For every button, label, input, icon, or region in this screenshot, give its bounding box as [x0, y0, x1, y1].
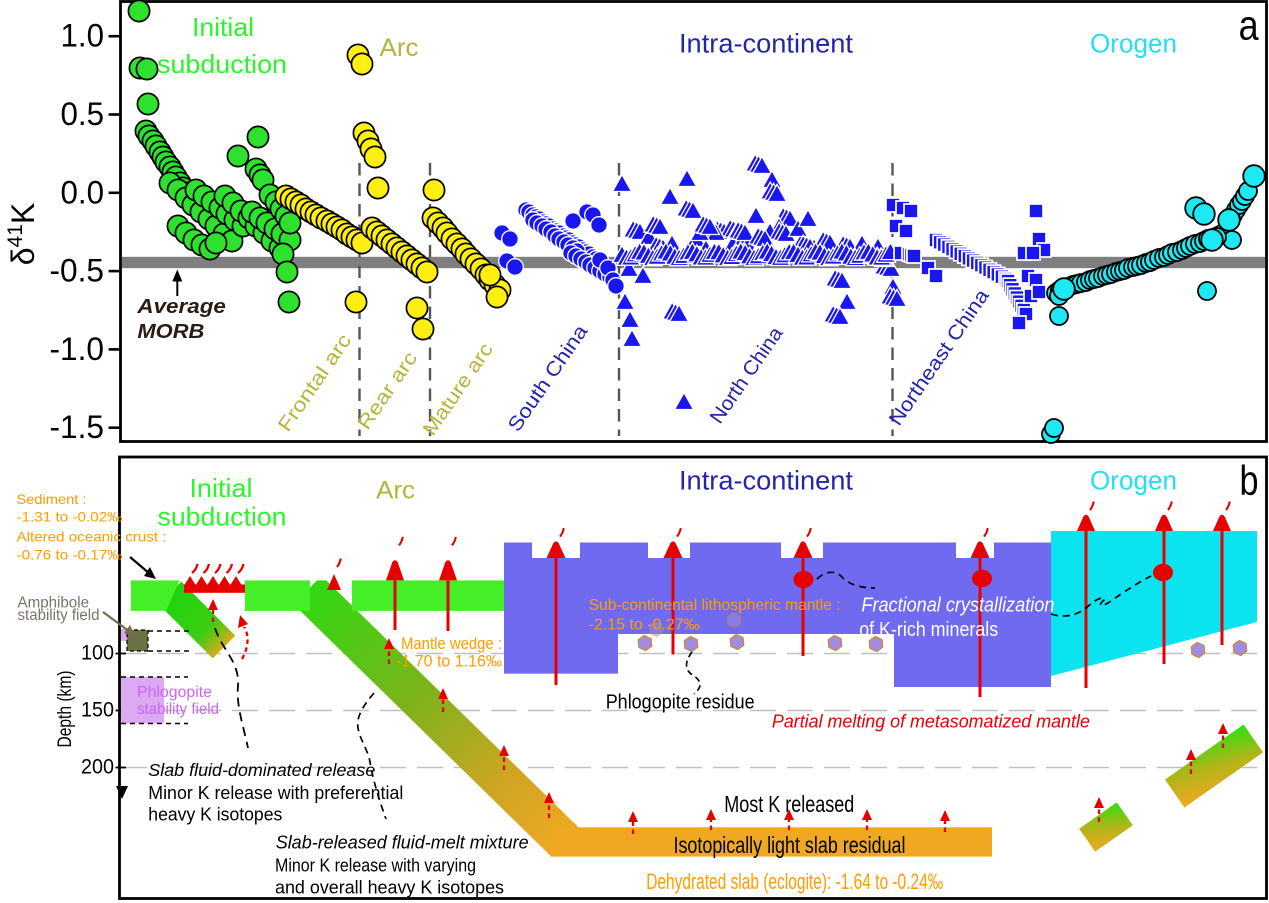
svg-text:Most K released: Most K released — [724, 791, 854, 817]
svg-text:Isotopically light slab residu: Isotopically light slab residual — [674, 832, 906, 858]
svg-text:-2.15 to -0.27‰: -2.15 to -0.27‰ — [589, 617, 700, 634]
svg-text:heavy K isotopes: heavy K isotopes — [148, 804, 282, 825]
svg-text:of K-rich minerals: of K-rich minerals — [859, 619, 998, 641]
svg-text:MORB: MORB — [137, 320, 204, 343]
svg-text:Fractional crystallization: Fractional crystallization — [861, 595, 1054, 617]
svg-text:subduction: subduction — [157, 49, 287, 79]
svg-text:Phlogopite: Phlogopite — [137, 684, 212, 701]
svg-text:Arc: Arc — [376, 476, 415, 504]
svg-text:-1.5: -1.5 — [50, 409, 105, 445]
svg-text:Initial: Initial — [190, 473, 253, 503]
svg-text:Sediment :: Sediment : — [17, 491, 87, 507]
svg-text:Phlogopite residue: Phlogopite residue — [606, 692, 755, 714]
svg-text:Amphibole: Amphibole — [18, 595, 90, 612]
svg-text:Arc: Arc — [380, 34, 419, 62]
svg-text:100: 100 — [81, 642, 114, 665]
svg-text:Initial: Initial — [192, 12, 254, 42]
svg-text:Sub-continental lithospheric m: Sub-continental lithospheric mantle : — [589, 597, 841, 614]
svg-text:Orogen: Orogen — [1090, 29, 1177, 59]
svg-text:0.5: 0.5 — [61, 96, 105, 132]
svg-text:-0.76 to -0.17‰: -0.76 to -0.17‰ — [17, 547, 123, 563]
svg-text:200: 200 — [81, 756, 114, 779]
svg-text:-1.0: -1.0 — [50, 331, 105, 367]
svg-text:b: b — [1240, 457, 1259, 504]
svg-text:Minor K release with preferent: Minor K release with preferential — [148, 782, 403, 803]
svg-text:subduction: subduction — [158, 502, 287, 532]
svg-text:0.0: 0.0 — [61, 174, 105, 210]
svg-text:stability field: stability field — [137, 701, 219, 718]
svg-text:1.0: 1.0 — [61, 18, 105, 54]
svg-text:Mantle wedge :: Mantle wedge : — [401, 634, 502, 653]
svg-text:Partial melting of metasomatiz: Partial melting of metasomatized mantle — [772, 711, 1090, 732]
svg-text:Slab-released fluid-melt mixtu: Slab-released fluid-melt mixture — [276, 832, 529, 853]
svg-text:-1.70 to 1.16‰: -1.70 to 1.16‰ — [396, 652, 502, 671]
svg-text:and overall heavy K isotopes: and overall heavy K isotopes — [275, 877, 504, 898]
svg-text:150: 150 — [81, 699, 114, 722]
svg-text:Intra-continent: Intra-continent — [679, 466, 853, 496]
svg-text:Slab fluid-dominated release: Slab fluid-dominated release — [148, 760, 375, 780]
svg-text:Altered oceanic crust :: Altered oceanic crust : — [17, 529, 167, 545]
svg-text:Dehydrated slab (eclogite): -1: Dehydrated slab (eclogite): -1.64 to -0.… — [646, 869, 943, 894]
svg-text:Intra-continent: Intra-continent — [679, 29, 853, 59]
svg-text:δ41K: δ41K — [4, 203, 41, 266]
svg-text:stability field: stability field — [18, 607, 100, 624]
svg-text:-1.31 to -0.02‰: -1.31 to -0.02‰ — [17, 509, 123, 525]
svg-text:a: a — [1239, 2, 1260, 49]
svg-text:-0.5: -0.5 — [50, 253, 105, 289]
svg-text:Orogen: Orogen — [1090, 466, 1177, 496]
svg-text:Minor K release with varying: Minor K release with varying — [275, 855, 476, 876]
svg-text:Average: Average — [136, 295, 226, 318]
svg-text:Depth (km): Depth (km) — [55, 671, 76, 748]
